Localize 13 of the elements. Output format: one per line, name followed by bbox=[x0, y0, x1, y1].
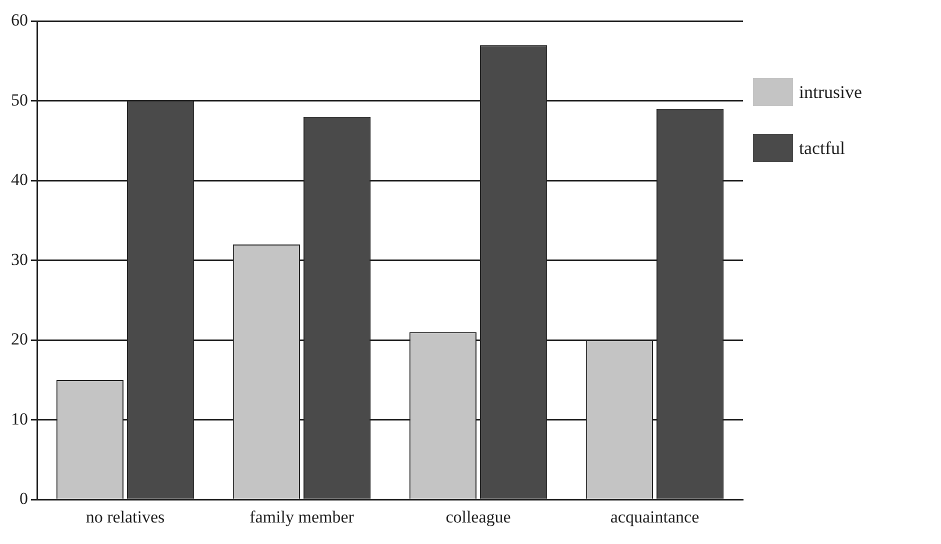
x-tick-label: family member bbox=[250, 507, 354, 526]
x-tick-label: no relatives bbox=[86, 507, 165, 526]
legend-label: tactful bbox=[799, 138, 845, 158]
y-tick-label: 10 bbox=[11, 409, 28, 428]
y-tick-label: 60 bbox=[11, 10, 28, 30]
x-tick-label: acquaintance bbox=[610, 507, 700, 526]
y-tick-label: 0 bbox=[20, 489, 28, 508]
y-tick-label: 50 bbox=[11, 90, 28, 110]
x-tick-label: colleague bbox=[446, 507, 511, 526]
legend-label: intrusive bbox=[799, 82, 862, 102]
y-tick-label: 20 bbox=[11, 330, 28, 349]
y-tick-label: 30 bbox=[11, 250, 28, 269]
y-tick-label: 40 bbox=[11, 170, 28, 190]
